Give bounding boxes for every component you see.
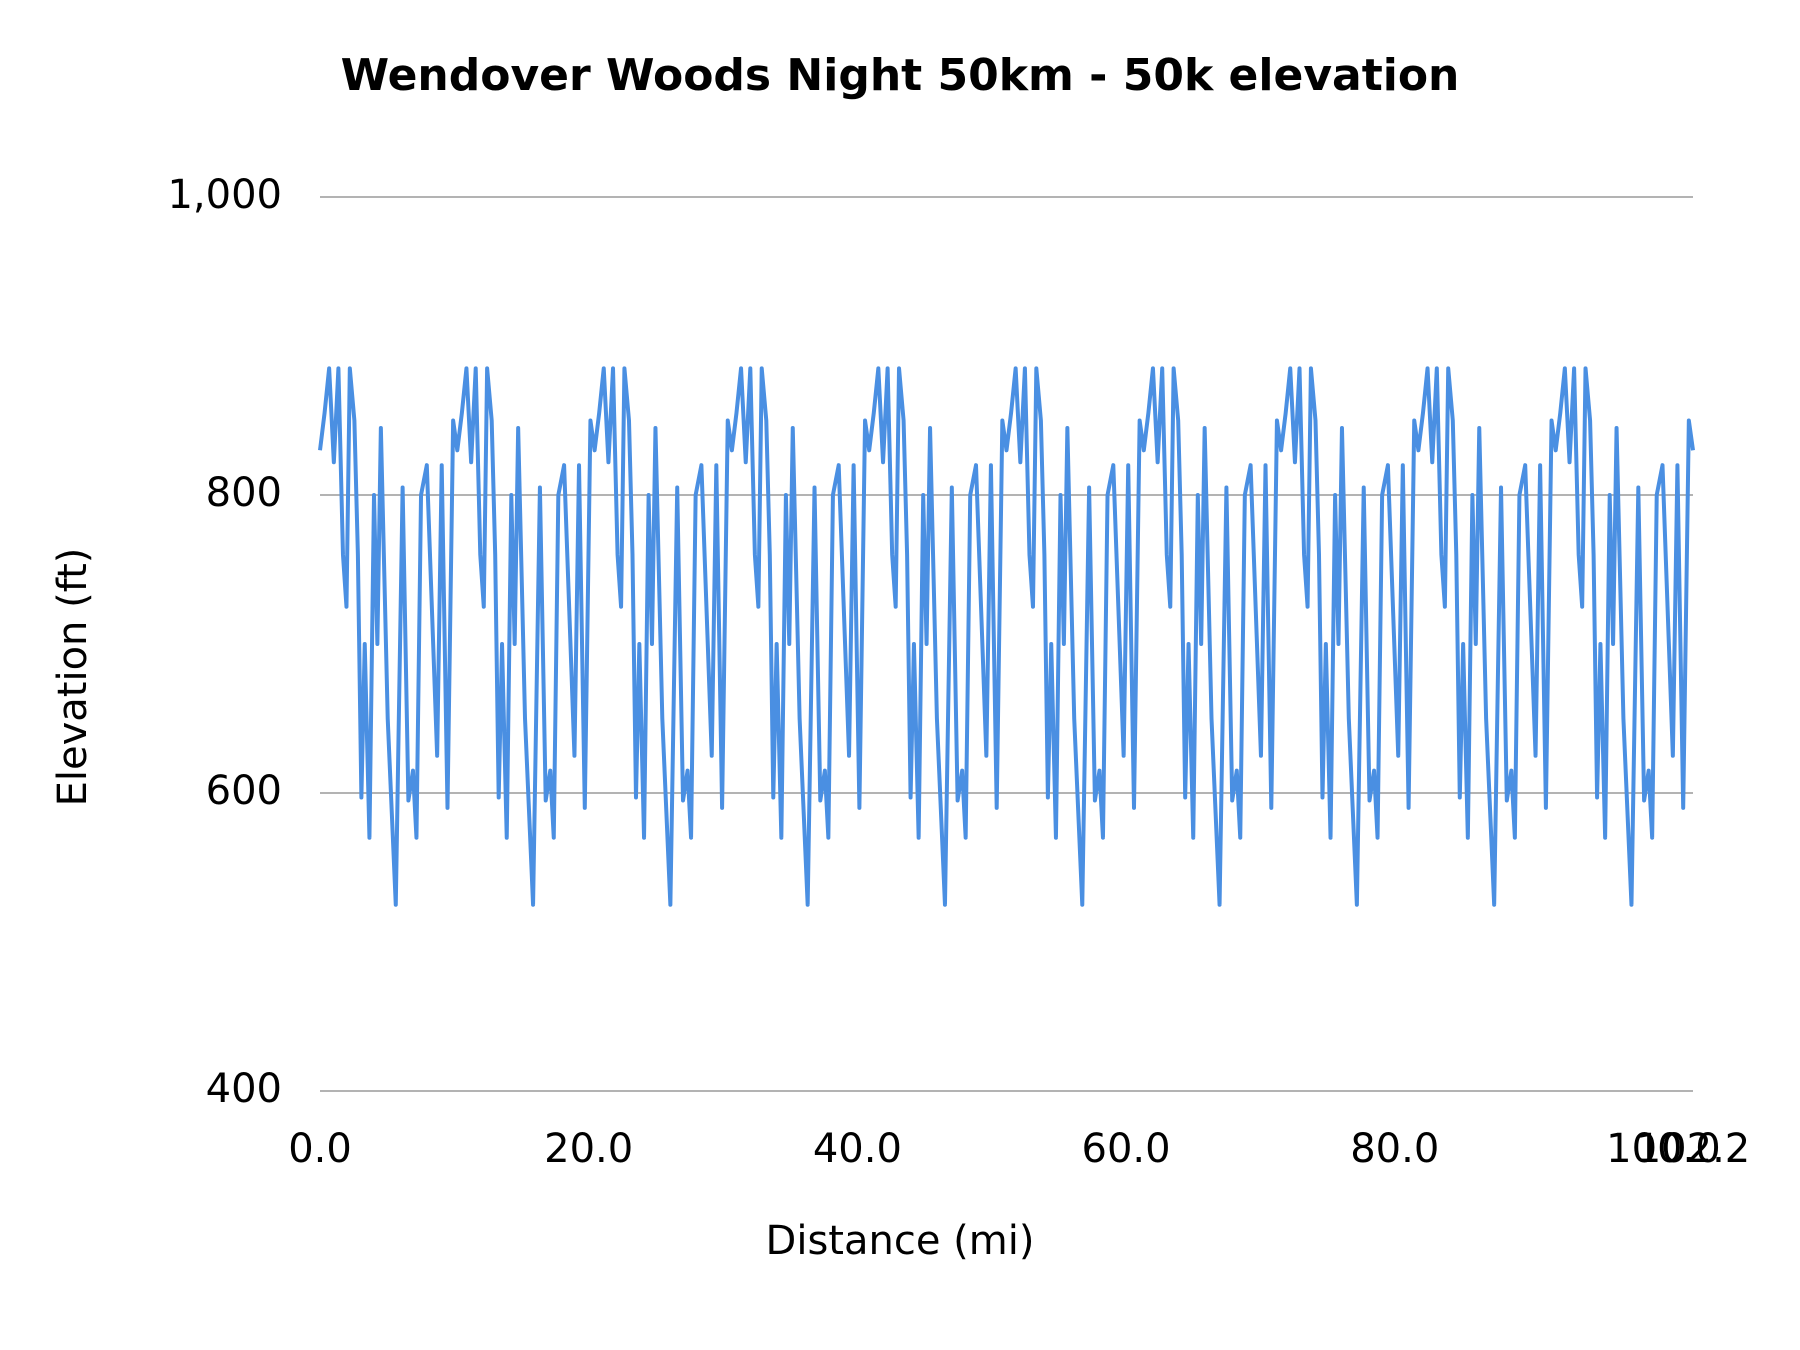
x-axis-title: Distance (mi) [766, 1218, 1035, 1264]
x-tick-label: 20.0 [544, 1126, 633, 1172]
x-tick-label: 60.0 [1082, 1126, 1171, 1172]
y-tick-label: 400 [206, 1066, 282, 1112]
x-tick-label: 40.0 [813, 1126, 902, 1172]
x-tick-label: 100.0 [1606, 1126, 1721, 1172]
y-tick-label: 1,000 [167, 172, 282, 218]
x-tick-label: 0.0 [288, 1126, 352, 1172]
chart-title: Wendover Woods Night 50km - 50k elevatio… [341, 50, 1460, 101]
y-tick-label: 800 [206, 470, 282, 516]
x-tick-label: 80.0 [1350, 1126, 1439, 1172]
elevation-line [318, 366, 1695, 907]
y-tick-label: 600 [206, 768, 282, 814]
x-tick-label: 102.2 [1636, 1126, 1751, 1172]
y-axis-title: Elevation (ft) [50, 548, 96, 807]
